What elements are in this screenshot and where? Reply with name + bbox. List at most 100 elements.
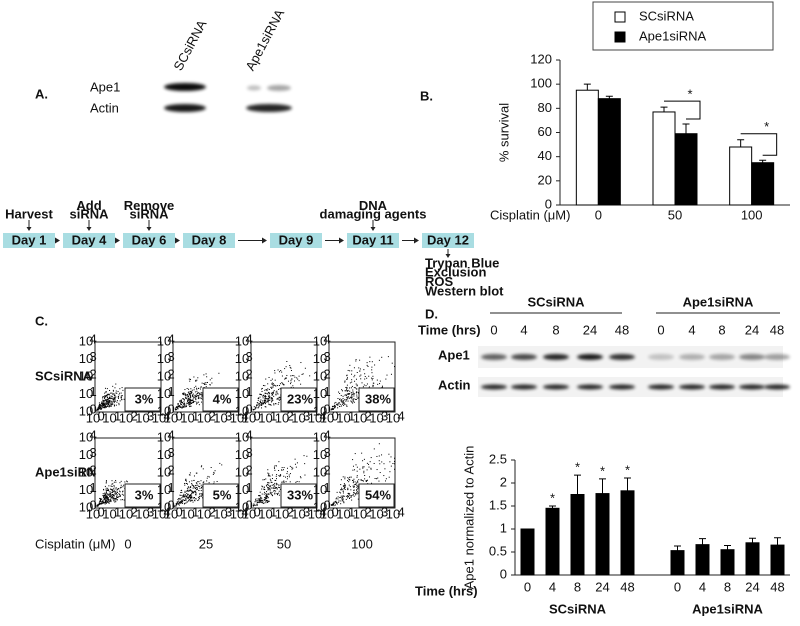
facs-dot [100,501,102,503]
facs-dot [271,484,273,486]
facs-dot [191,389,193,391]
facs-dot [370,377,372,379]
facs-dot [283,475,285,477]
tick-base: 10 [313,447,327,462]
facs-dot [262,499,264,501]
facs-dot [337,398,339,400]
facs-dot [281,371,283,373]
facs-dot [388,453,390,455]
facs-dot [178,406,180,408]
facs-dot [199,392,201,394]
facs-dot [195,489,197,491]
tick-exponent: 0 [90,497,97,512]
facs-dot [113,402,115,404]
facs-dot [372,377,374,379]
tick-base: 10 [79,429,93,444]
facs-dot [101,405,103,407]
tick-exponent: 1 [192,408,199,423]
facs-dot [184,394,186,396]
facs-dot [206,480,208,482]
facs-dot [109,398,111,400]
facs-dot [394,463,395,465]
facs-dot [352,393,354,395]
facs-dot [115,493,117,495]
facs-dot [104,405,106,407]
facs-dot [180,403,182,405]
panel-label: B. [420,88,433,103]
timeline-day: Day 1 [12,232,47,247]
bar [745,542,760,576]
facs-dot [186,396,188,398]
facs-dot [263,486,265,488]
tick-exponent: 3 [381,408,388,423]
facs-dot [261,485,263,487]
facs-dot [197,395,199,397]
timeline-box [347,233,399,248]
tick-exponent: 0 [168,497,175,512]
facs-dot [107,487,109,489]
facs-dot [187,400,189,402]
facs-dot [259,499,261,501]
facs-dot [381,386,383,388]
significance-mark: * [687,87,692,102]
facs-dot [188,497,190,499]
facs-dot [98,503,100,505]
tick-base: 10 [157,464,171,479]
facs-dot [265,396,267,398]
facs-dot [372,384,374,386]
facs-dot [342,398,344,400]
facs-dot [105,400,107,402]
tick-exponent: 2 [246,462,253,477]
facs-dot [201,392,203,394]
facs-dot [264,499,266,501]
facs-dot [191,492,193,494]
facs-dot [278,484,280,486]
facs-dot [114,400,116,402]
tick-base: 10 [258,410,272,425]
facs-dot [206,376,208,378]
y-tick-label: 0 [500,566,507,581]
timeline-note: ROS [425,274,454,289]
facs-dot [356,492,358,494]
arrow-head [175,237,180,244]
facs-dot [269,491,271,493]
tick-base: 10 [336,506,350,521]
time-label: 24 [745,322,759,337]
facs-dot [184,396,186,398]
facs-dot [376,379,378,381]
facs-dot [113,490,115,492]
facs-dot [361,382,363,384]
facs-dot [283,469,285,471]
tick-base: 10 [320,410,334,425]
facs-dot [190,499,192,501]
facs-dot [191,490,193,492]
facs-dot [268,397,270,399]
facs-dot [352,465,354,467]
facs-dot [107,501,109,503]
facs-dot [189,494,191,496]
facs-dot [350,495,352,497]
tick-exponent: 0 [254,504,261,519]
y-tick-label: 1 [500,520,507,535]
facs-dot [179,405,181,407]
facs-dot [190,402,192,404]
facs-dot [183,398,185,400]
facs-dot [189,500,191,502]
facs-dot [179,499,181,501]
facs-dot [177,408,179,410]
tick-base: 10 [386,506,400,521]
facs-dot [346,388,348,390]
facs-dot [355,494,357,496]
facs-dot [339,399,341,401]
facs-dot [364,373,366,375]
tick-base: 10 [235,368,249,383]
facs-dot [109,401,111,403]
facs-dot [189,380,191,382]
significance-mark: * [764,119,769,134]
facs-dot [201,401,203,403]
facs-dot [333,405,335,407]
facs-dot [206,381,208,383]
facs-dot [268,403,270,405]
facs-dot [306,455,308,457]
facs-dot [107,403,109,405]
